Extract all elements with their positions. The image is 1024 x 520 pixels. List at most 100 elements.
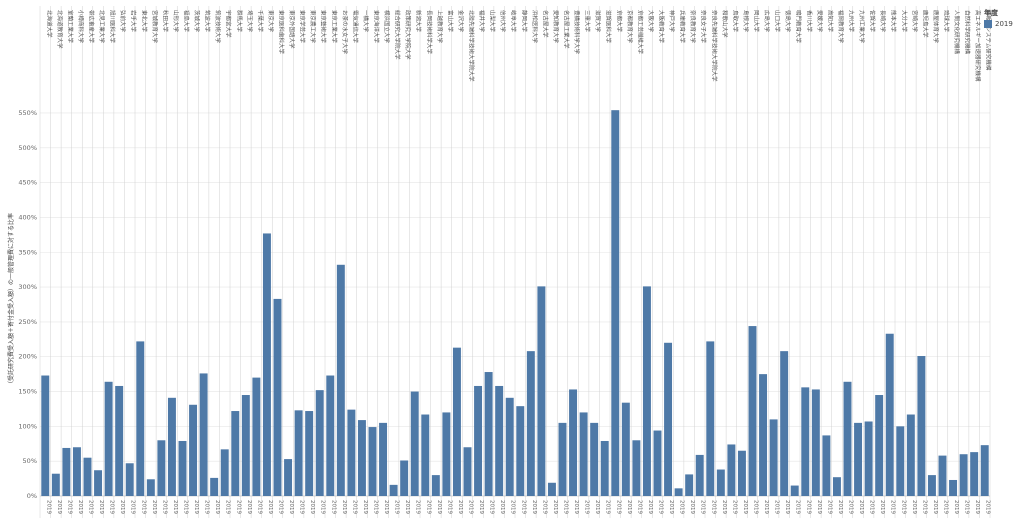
bar[interactable] bbox=[674, 488, 683, 496]
bar[interactable] bbox=[421, 414, 430, 496]
bar[interactable] bbox=[885, 333, 894, 496]
bar[interactable] bbox=[748, 326, 757, 496]
bar[interactable] bbox=[284, 459, 293, 496]
bar[interactable] bbox=[642, 286, 651, 496]
bar[interactable] bbox=[864, 421, 873, 496]
bar[interactable] bbox=[294, 410, 303, 496]
bar[interactable] bbox=[41, 375, 50, 496]
bar[interactable] bbox=[526, 351, 535, 496]
bar[interactable] bbox=[832, 477, 841, 496]
bar[interactable] bbox=[769, 419, 778, 496]
bar[interactable] bbox=[780, 351, 789, 496]
bar[interactable] bbox=[83, 457, 92, 496]
bar[interactable] bbox=[801, 387, 810, 496]
bar[interactable] bbox=[843, 381, 852, 496]
bar[interactable] bbox=[664, 342, 673, 496]
category-label: 東京工業大学 bbox=[330, 10, 338, 44]
bar[interactable] bbox=[51, 473, 60, 496]
bar[interactable] bbox=[442, 412, 451, 496]
bar[interactable] bbox=[790, 485, 799, 496]
bar[interactable] bbox=[463, 447, 472, 496]
bar[interactable] bbox=[653, 430, 662, 496]
bar[interactable] bbox=[569, 389, 578, 496]
x-tick-label: 2019 bbox=[204, 500, 210, 514]
bar[interactable] bbox=[759, 374, 768, 496]
bar[interactable] bbox=[632, 440, 641, 496]
bar[interactable] bbox=[431, 475, 440, 496]
bar[interactable] bbox=[495, 385, 504, 496]
bar[interactable] bbox=[854, 422, 863, 496]
bar[interactable] bbox=[357, 420, 366, 496]
bar[interactable] bbox=[94, 470, 103, 496]
bar[interactable] bbox=[537, 286, 546, 496]
y-tick-label: 300% bbox=[18, 283, 37, 291]
bar[interactable] bbox=[970, 452, 979, 496]
bar[interactable] bbox=[315, 390, 324, 496]
bar[interactable] bbox=[917, 356, 926, 496]
bar[interactable] bbox=[146, 479, 155, 496]
bar[interactable] bbox=[379, 422, 388, 496]
bar[interactable] bbox=[959, 454, 968, 496]
bar[interactable] bbox=[136, 341, 145, 496]
bar[interactable] bbox=[199, 373, 208, 496]
bar[interactable] bbox=[737, 450, 746, 496]
bar[interactable] bbox=[62, 447, 71, 496]
bar[interactable] bbox=[949, 479, 958, 496]
bar[interactable] bbox=[980, 445, 989, 496]
bar[interactable] bbox=[516, 406, 525, 496]
bar[interactable] bbox=[104, 381, 113, 496]
bar[interactable] bbox=[484, 372, 493, 496]
bar[interactable] bbox=[611, 110, 620, 496]
category-label: 鹿屋体育大学 bbox=[932, 10, 940, 44]
x-tick-label: 2019 bbox=[436, 500, 442, 514]
bar[interactable] bbox=[505, 397, 514, 496]
bar[interactable] bbox=[590, 422, 599, 496]
bar[interactable] bbox=[822, 435, 831, 496]
bar[interactable] bbox=[600, 440, 609, 496]
bar[interactable] bbox=[685, 474, 694, 496]
bar[interactable] bbox=[326, 375, 335, 496]
bar[interactable] bbox=[400, 460, 409, 496]
bar[interactable] bbox=[189, 404, 198, 496]
bar[interactable] bbox=[72, 447, 81, 496]
x-tick-label: 2019 bbox=[288, 500, 294, 514]
bar[interactable] bbox=[547, 482, 556, 496]
x-tick-label: 2019 bbox=[299, 500, 305, 514]
bar[interactable] bbox=[167, 397, 176, 496]
bar[interactable] bbox=[210, 477, 219, 496]
bar[interactable] bbox=[906, 414, 915, 496]
bar[interactable] bbox=[220, 449, 229, 496]
x-tick-label: 2019 bbox=[721, 500, 727, 514]
bar[interactable] bbox=[579, 412, 588, 496]
bar[interactable] bbox=[305, 411, 314, 496]
bar[interactable] bbox=[157, 440, 166, 496]
bar[interactable] bbox=[706, 341, 715, 496]
bar[interactable] bbox=[241, 395, 250, 496]
bar[interactable] bbox=[938, 455, 947, 496]
bar[interactable] bbox=[262, 233, 271, 497]
bar[interactable] bbox=[474, 385, 483, 496]
bar[interactable] bbox=[811, 389, 820, 496]
bar[interactable] bbox=[716, 469, 725, 496]
bar[interactable] bbox=[927, 475, 936, 496]
bar[interactable] bbox=[410, 391, 419, 496]
bar[interactable] bbox=[896, 426, 905, 496]
bar[interactable] bbox=[621, 402, 630, 496]
bar[interactable] bbox=[368, 427, 377, 496]
bar[interactable] bbox=[452, 347, 461, 496]
x-tick-label: 2019 bbox=[119, 500, 125, 514]
bar[interactable] bbox=[558, 422, 567, 496]
bar[interactable] bbox=[125, 463, 134, 496]
bar[interactable] bbox=[695, 454, 704, 496]
bar[interactable] bbox=[347, 409, 356, 496]
bar[interactable] bbox=[115, 385, 124, 496]
bar[interactable] bbox=[336, 264, 345, 496]
bar[interactable] bbox=[178, 440, 187, 496]
bar[interactable] bbox=[389, 484, 398, 496]
legend-item-2019[interactable]: 2019 bbox=[984, 20, 1013, 28]
bar[interactable] bbox=[231, 411, 240, 496]
bar[interactable] bbox=[273, 298, 282, 496]
bar[interactable] bbox=[252, 377, 261, 496]
bar[interactable] bbox=[727, 444, 736, 496]
bar[interactable] bbox=[875, 395, 884, 496]
